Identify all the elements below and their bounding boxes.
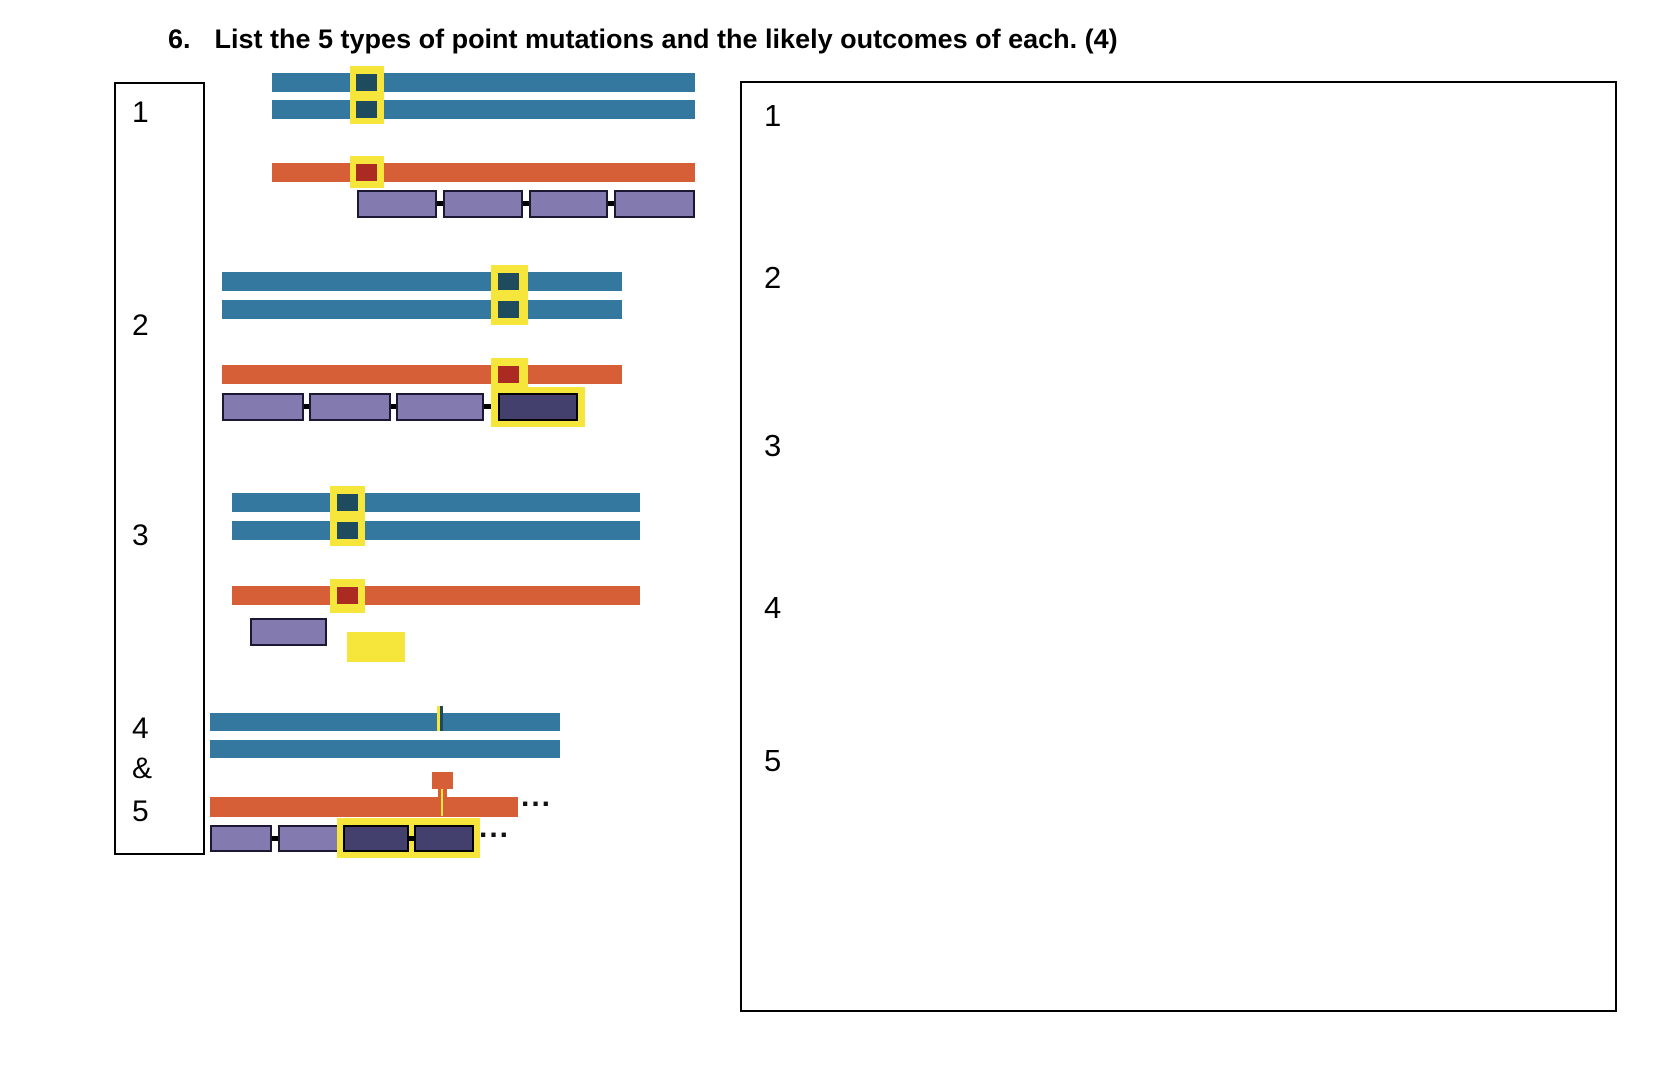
mrna-strand bbox=[232, 586, 640, 605]
mrna-strand bbox=[272, 163, 695, 182]
insertion-site-mark bbox=[437, 706, 440, 731]
mutated-base bbox=[337, 494, 358, 511]
mutated-base bbox=[337, 522, 358, 539]
legend-label-3: 3 bbox=[132, 519, 149, 552]
peptide-connector bbox=[404, 836, 418, 841]
legend-label-amp: & bbox=[132, 752, 153, 785]
dna-strand bbox=[232, 521, 640, 540]
mrna-strand bbox=[210, 797, 518, 817]
protein-segment bbox=[222, 393, 304, 421]
protein-segment bbox=[210, 825, 272, 852]
mutated-base bbox=[498, 301, 519, 318]
peptide-connector bbox=[432, 201, 448, 206]
protein-segment bbox=[309, 393, 391, 421]
dna-strand bbox=[210, 713, 560, 731]
peptide-connector bbox=[603, 201, 619, 206]
ellipsis: ... bbox=[479, 811, 511, 844]
protein-segment bbox=[357, 190, 437, 218]
dna-strand bbox=[222, 300, 622, 319]
answer-label-2: 2 bbox=[764, 260, 782, 295]
dna-strand bbox=[272, 100, 695, 119]
answer-label-1: 1 bbox=[764, 98, 782, 133]
question-text: List the 5 types of point mutations and … bbox=[214, 24, 1118, 54]
legend-box: 1 2 3 4 & 5 bbox=[114, 82, 205, 855]
answer-label-5: 5 bbox=[764, 743, 782, 778]
dna-strand bbox=[222, 272, 622, 291]
protein-segment bbox=[278, 825, 339, 852]
inserted-nucleotide bbox=[432, 772, 453, 789]
legend-label-5: 5 bbox=[132, 795, 149, 828]
legend-label-2: 2 bbox=[132, 309, 149, 342]
mutated-base bbox=[356, 74, 377, 91]
dna-strand bbox=[232, 493, 640, 512]
stop-signal-box bbox=[347, 632, 405, 662]
peptide-connector bbox=[298, 404, 312, 409]
question-title: 6. List the 5 types of point mutations a… bbox=[168, 24, 1118, 55]
protein-segment-altered bbox=[343, 825, 409, 852]
answer-label-3: 3 bbox=[764, 428, 782, 463]
peptide-connector bbox=[385, 404, 399, 409]
question-number: 6. bbox=[168, 24, 191, 54]
mutated-codon bbox=[498, 366, 519, 383]
protein-segment bbox=[250, 618, 327, 646]
protein-segment bbox=[529, 190, 608, 218]
protein-segment bbox=[396, 393, 484, 421]
mutated-codon bbox=[356, 164, 377, 181]
protein-segment bbox=[614, 190, 695, 218]
dna-strand bbox=[210, 740, 560, 758]
answer-box: 1 2 3 4 5 bbox=[740, 81, 1617, 1012]
peptide-connector bbox=[266, 836, 282, 841]
protein-segment bbox=[443, 190, 523, 218]
protein-segment-altered bbox=[414, 825, 474, 852]
mutated-base bbox=[356, 101, 377, 118]
insertion-site-mark bbox=[440, 706, 443, 731]
protein-segment-altered bbox=[498, 393, 578, 421]
dna-strand bbox=[272, 73, 695, 92]
insertion-site-mark bbox=[441, 789, 443, 816]
peptide-connector bbox=[518, 201, 534, 206]
legend-label-4: 4 bbox=[132, 712, 149, 745]
legend-label-1: 1 bbox=[132, 96, 149, 129]
mutated-codon bbox=[337, 587, 358, 604]
mutated-base bbox=[498, 273, 519, 290]
ellipsis: ... bbox=[521, 780, 553, 813]
answer-label-4: 4 bbox=[764, 590, 782, 625]
mrna-strand bbox=[222, 365, 622, 384]
peptide-connector bbox=[478, 404, 500, 409]
